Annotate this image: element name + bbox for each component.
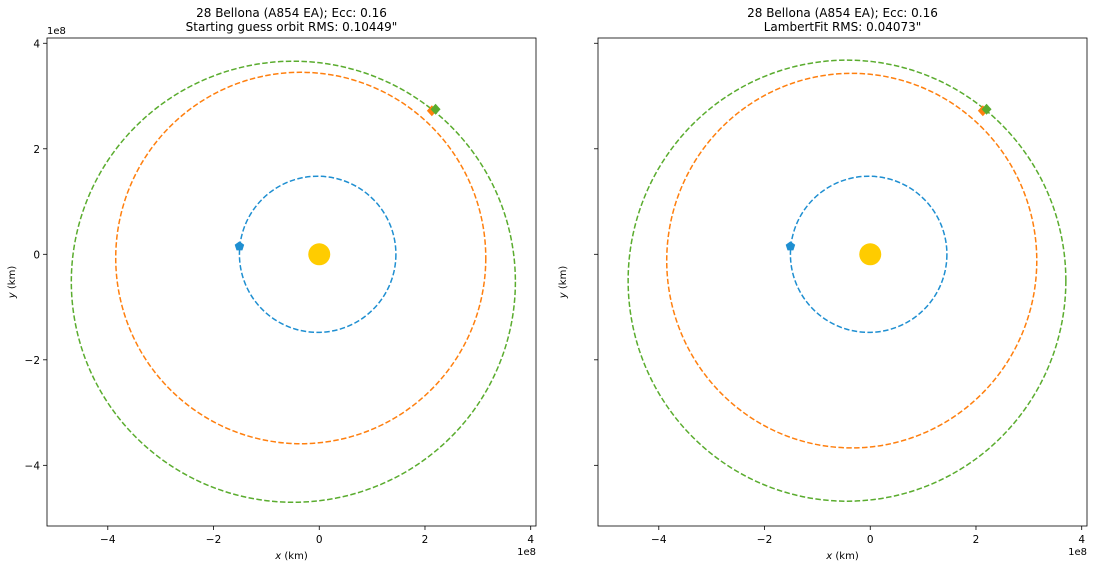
x-tick-label: −4 — [100, 534, 116, 546]
x-tick-label: 2 — [973, 534, 980, 546]
x-tick-label: 0 — [316, 534, 323, 546]
x-tick-label: −2 — [206, 534, 221, 546]
chart-title-line-2: Starting guess orbit RMS: 0.10449" — [186, 20, 398, 34]
y-tick-label: 0 — [33, 249, 40, 261]
chart-title-line-1: 28 Bellona (A854 EA); Ecc: 0.16 — [747, 6, 938, 20]
x-tick-label: −4 — [651, 534, 667, 546]
x-tick-label: 4 — [527, 534, 534, 546]
orbit-panel-2: −4 −2 0 2 4 28 Bellona (A854 EA); Ecc: 0.16La… — [558, 6, 1088, 562]
y-tick-label: −4 — [25, 460, 41, 472]
chart-title-line-2: LambertFit RMS: 0.04073" — [764, 20, 922, 34]
x-tick-label: −2 — [757, 534, 772, 546]
x-tick-label: 0 — [867, 534, 874, 546]
sun-marker — [859, 243, 882, 266]
orbit-path-2 — [114, 71, 487, 445]
y-offset-text: 1e8 — [47, 26, 66, 37]
y-tick-label: −2 — [25, 355, 40, 367]
y-axis-label: y (km) — [558, 266, 569, 300]
body-marker-3 — [981, 103, 992, 115]
x-offset-text: 1e8 — [517, 547, 536, 558]
x-axis-label: x (km) — [274, 551, 308, 562]
y-axis-label: y (km) — [7, 266, 18, 300]
sun-marker — [308, 243, 331, 266]
orbit-path-3 — [627, 59, 1067, 502]
x-tick-label: 2 — [422, 534, 429, 546]
x-tick-label: 4 — [1078, 534, 1085, 546]
x-axis-label: x (km) — [825, 551, 859, 562]
axes-frame — [46, 37, 537, 527]
orbit-path-3 — [70, 60, 517, 504]
orbit-path-1 — [789, 175, 948, 334]
chart-title-line-1: 28 Bellona (A854 EA); Ecc: 0.16 — [196, 6, 387, 20]
y-tick-label: 2 — [33, 144, 40, 156]
orbit-panel-1: −4 −2 0 2 4 −4 −2 0 2 4 28 Bellona (A854 EA); Ecc:… — [7, 6, 537, 562]
orbit-path-1 — [238, 175, 397, 334]
body-marker-1 — [785, 241, 796, 251]
y-tick-label: 4 — [33, 38, 40, 50]
axes-frame — [597, 37, 1088, 527]
body-marker-1 — [234, 241, 245, 251]
orbit-path-2 — [665, 72, 1038, 449]
body-marker-3 — [430, 103, 441, 115]
x-offset-text: 1e8 — [1068, 547, 1087, 558]
